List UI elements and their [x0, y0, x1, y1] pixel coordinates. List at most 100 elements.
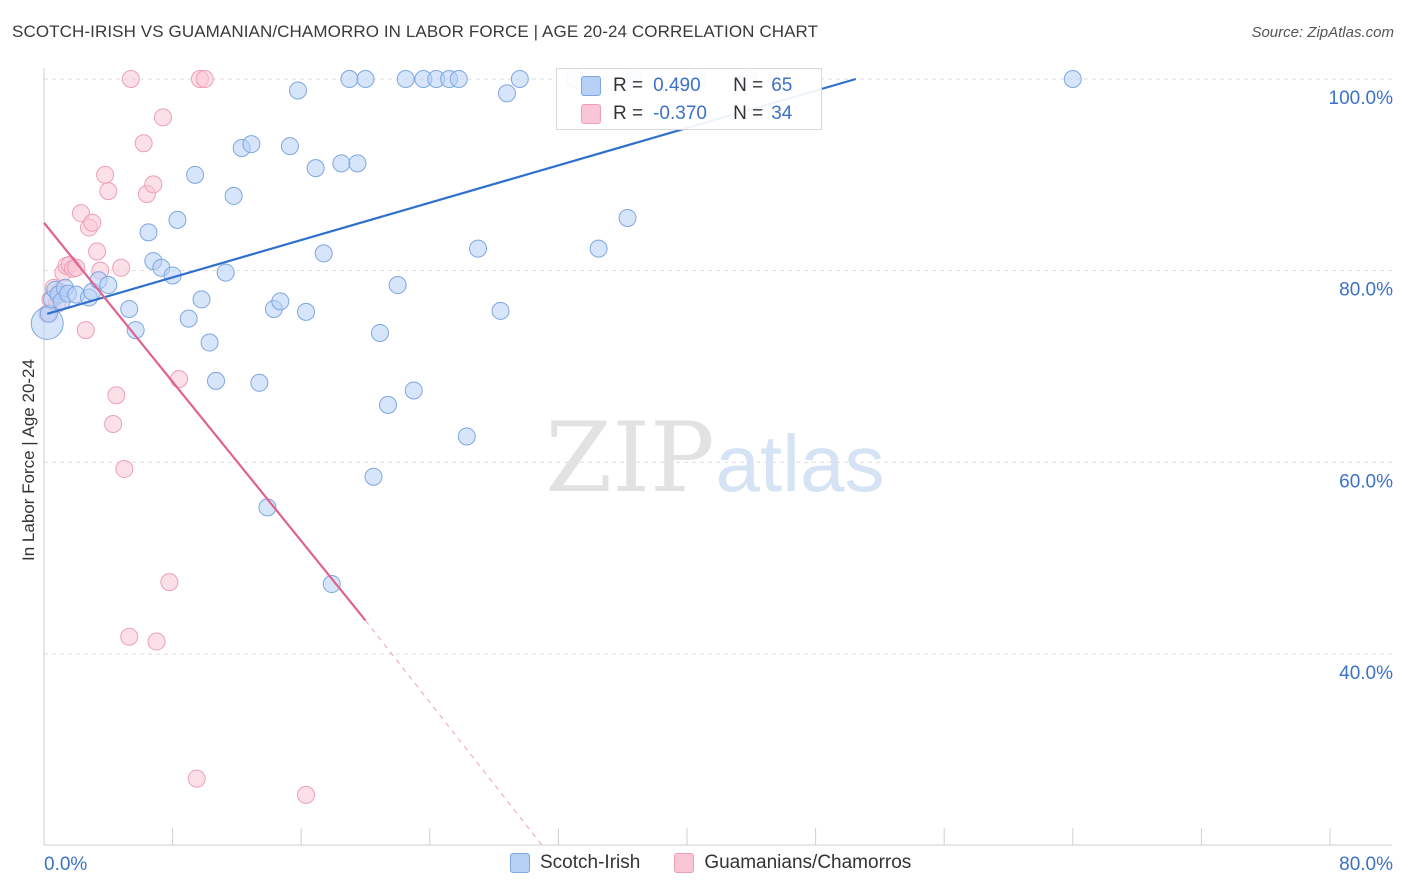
- point-scotch-irish-56: [497, 84, 516, 103]
- legend-item-guamanian[interactable]: Guamanians/Chamorros: [674, 852, 911, 874]
- point-scotch-irish-12: [99, 276, 118, 295]
- point-scotch-irish-55: [491, 301, 510, 320]
- point-scotch-irish-34: [288, 81, 307, 100]
- trend-line-guamanian: [43, 222, 367, 622]
- point-scotch-irish-26: [224, 186, 243, 205]
- point-scotch-irish-45: [379, 395, 398, 414]
- watermark-atlas: atlas: [716, 419, 885, 508]
- point-scotch-irish-53: [457, 427, 476, 446]
- stats-swatch-guamanian: [581, 104, 601, 124]
- legend-swatch-guamanian: [674, 853, 695, 873]
- point-guamanian-21: [115, 460, 134, 479]
- point-guamanian-18: [107, 386, 126, 405]
- point-guamanian-27: [147, 632, 166, 651]
- point-guamanian-33: [195, 70, 214, 88]
- point-guamanian-28: [153, 108, 172, 127]
- point-scotch-irish-54: [469, 239, 488, 258]
- scotch-irish-points: [30, 70, 1082, 594]
- point-scotch-irish-24: [207, 371, 226, 390]
- point-scotch-irish-37: [314, 244, 333, 263]
- point-scotch-irish-29: [250, 373, 269, 392]
- point-guamanian-20: [112, 258, 131, 277]
- legend-label-scotch-irish: Scotch-Irish: [540, 852, 641, 873]
- point-scotch-irish-15: [139, 223, 158, 242]
- stats-legend: R = 0.490 N = 65 R = -0.370 N = 34: [556, 68, 822, 130]
- point-guamanian-24: [134, 134, 153, 153]
- point-scotch-irish-46: [388, 276, 407, 295]
- y-tick-label-60: 60.0%: [1339, 471, 1393, 492]
- grid-lines: [44, 78, 1392, 655]
- point-scotch-irish-64: [1063, 70, 1082, 88]
- stats-r-value-scotch-irish: 0.490: [653, 75, 701, 96]
- trend-line-guamanian-extension: [365, 620, 543, 846]
- point-scotch-irish-14: [126, 321, 145, 340]
- stats-r-value-guamanian: -0.370: [653, 103, 707, 124]
- point-scotch-irish-43: [364, 467, 383, 486]
- point-scotch-irish-36: [306, 159, 325, 178]
- point-guamanian-17: [99, 182, 118, 201]
- point-scotch-irish-20: [179, 309, 198, 328]
- axes: [43, 68, 1392, 846]
- stats-row-guamanian: R = -0.370 N = 34: [581, 101, 793, 127]
- point-scotch-irish-52: [449, 70, 468, 88]
- y-tick-label-40: 40.0%: [1339, 663, 1393, 684]
- point-scotch-irish-33: [280, 137, 299, 156]
- point-scotch-irish-47: [396, 70, 415, 88]
- point-guamanian-14: [88, 242, 107, 261]
- point-guamanian-26: [144, 175, 163, 194]
- point-scotch-irish-41: [348, 154, 367, 173]
- point-scotch-irish-58: [589, 239, 608, 258]
- legend-swatch-scotch-irish: [510, 853, 530, 873]
- point-scotch-irish-44: [370, 323, 389, 342]
- point-scotch-irish-28: [242, 135, 261, 154]
- point-scotch-irish-23: [200, 333, 219, 352]
- chart-title: SCOTCH-IRISH VS GUAMANIAN/CHAMORRO IN LA…: [12, 22, 819, 41]
- x-tick-label-80: 80.0%: [1339, 854, 1393, 875]
- point-scotch-irish-39: [332, 154, 351, 173]
- stats-n-value-guamanian: 34: [771, 103, 793, 124]
- point-scotch-irish-38: [322, 575, 341, 594]
- y-axis-label: In Labor Force | Age 20-24: [19, 359, 38, 561]
- point-scotch-irish-35: [297, 302, 316, 321]
- point-scotch-irish-42: [356, 70, 375, 88]
- y-tick-label-80: 80.0%: [1339, 280, 1393, 301]
- point-guamanian-19: [104, 415, 123, 433]
- stats-n-label: N =: [733, 103, 764, 124]
- chart-source: Source: ZipAtlas.com: [1251, 24, 1394, 41]
- guamanian-points: [38, 70, 316, 804]
- bottom-legend: Scotch-Irish Guamanians/Chamorros: [510, 852, 945, 874]
- point-scotch-irish-19: [168, 210, 187, 229]
- stats-r-label: R =: [613, 103, 644, 124]
- stats-n-value-scotch-irish: 65: [771, 75, 793, 96]
- stats-r-label: R =: [613, 75, 644, 96]
- stats-swatch-scotch-irish: [581, 76, 601, 96]
- stats-n-label: N =: [733, 75, 764, 96]
- point-scotch-irish-57: [510, 70, 529, 88]
- x-tick-label-0: 0.0%: [44, 854, 87, 875]
- point-guamanian-16: [96, 165, 115, 184]
- stats-row-scotch-irish: R = 0.490 N = 65: [581, 73, 793, 99]
- point-guamanian-30: [170, 369, 189, 388]
- point-scotch-irish-13: [120, 300, 139, 318]
- point-guamanian-13: [83, 213, 102, 232]
- y-tick-label-100: 100.0%: [1329, 88, 1394, 109]
- point-scotch-irish-21: [186, 165, 205, 184]
- point-scotch-irish-32: [271, 292, 290, 311]
- point-scotch-irish-40: [340, 70, 359, 88]
- watermark-zip: ZIP: [545, 402, 714, 514]
- point-guamanian-22: [120, 627, 139, 646]
- legend-item-scotch-irish[interactable]: Scotch-Irish: [510, 852, 640, 874]
- point-scotch-irish-48: [404, 381, 423, 400]
- point-guamanian-23: [121, 70, 140, 88]
- point-scotch-irish-59: [618, 208, 637, 227]
- watermark: ZIP atlas: [545, 402, 884, 514]
- point-scotch-irish-22: [192, 290, 211, 309]
- tick-labels: 40.0% 60.0% 80.0% 100.0% 0.0% 80.0%: [44, 88, 1393, 875]
- point-guamanian-9: [67, 258, 86, 277]
- point-guamanian-31: [187, 769, 206, 788]
- point-guamanian-34: [297, 785, 316, 804]
- point-scotch-irish-25: [216, 263, 235, 282]
- legend-label-guamanian: Guamanians/Chamorros: [704, 852, 912, 873]
- point-guamanian-29: [160, 573, 179, 592]
